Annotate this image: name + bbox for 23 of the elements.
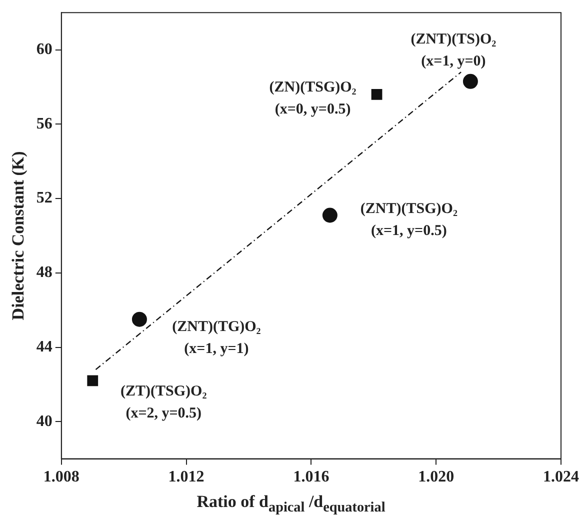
y-tick-label: 40 [36,412,52,430]
annotation: (ZNT)(TS)O₂ (x=1, y=0) [410,31,497,70]
x-tick-label: 1.020 [418,468,454,486]
point [371,88,382,100]
y-axis-title: Dielectric Constant (K) [8,151,28,320]
x-axis-title: Ratio of d$_{apical}$ /d$_{equatorial}$ [196,492,386,516]
annotation: (ZN)(TSG)O₂ (x=0, y=0.5) [269,79,357,118]
x-tick-label: 1.012 [168,468,204,486]
y-tick-label: 60 [36,40,52,58]
annotation: (ZNT)(TG)O₂ (x=1, y=1) [172,319,262,358]
y-tick-label: 56 [36,115,52,132]
x-tick-label: 1.024 [543,468,579,486]
x-tick-label: 1.008 [43,468,80,486]
y-tick-label: 48 [36,264,52,282]
point [132,312,147,327]
y-tick-label: 44 [36,338,52,356]
point [462,74,478,89]
annotation: (ZNT)(TSG)O₂ (x=1, y=0.5) [360,201,458,240]
y-tick-label: 52 [36,190,52,207]
annotation: (ZT)(TSG)O₂ (x=2, y=0.5) [120,384,208,422]
point [87,375,98,386]
x-tick-label: 1.016 [293,468,330,486]
point [322,208,338,223]
